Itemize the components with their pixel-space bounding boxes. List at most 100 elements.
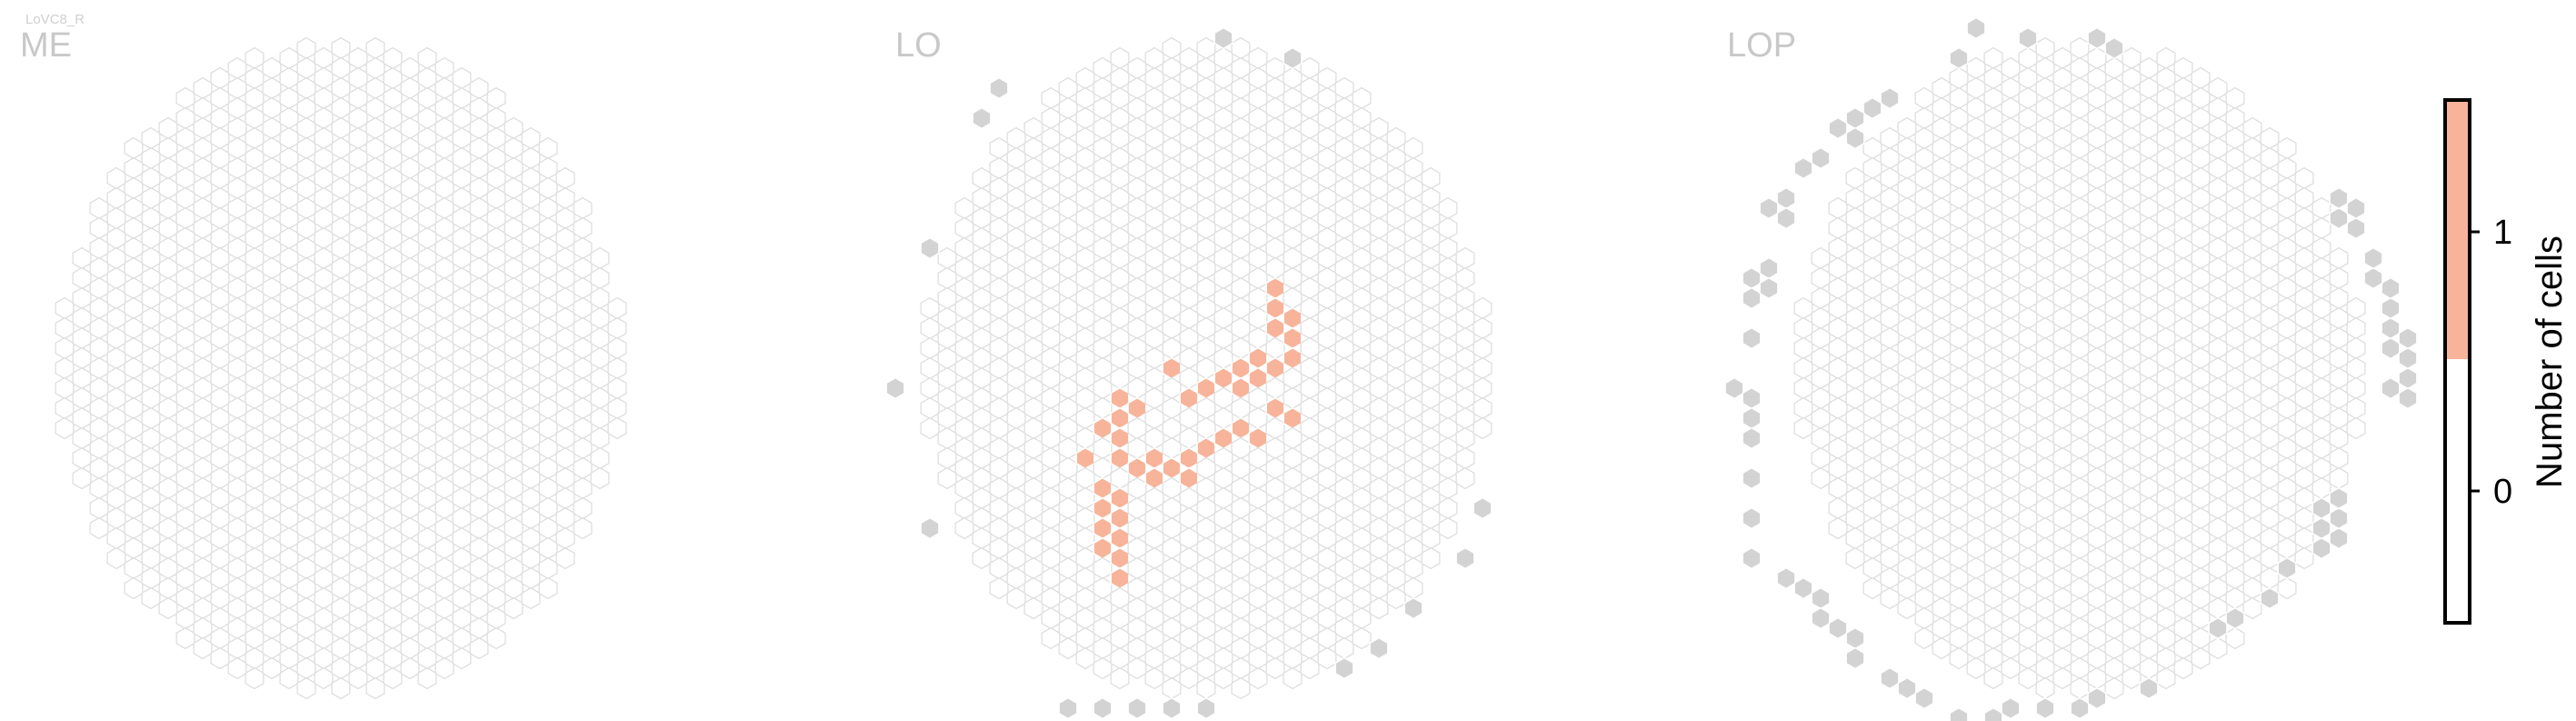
hex-cell-lop-outside [2381, 316, 2401, 340]
hex-cell-lop [2122, 466, 2142, 490]
hex-cell-me [504, 576, 524, 600]
hex-cell-me [417, 606, 437, 630]
hex-cell-me [555, 266, 575, 290]
hex-cell-lo [1369, 396, 1389, 420]
hex-cell-lo [1317, 286, 1337, 310]
hex-cell-me [469, 116, 489, 140]
hex-cell-lo [1334, 256, 1354, 280]
hex-cell-me [193, 76, 213, 100]
hex-cell-me [331, 336, 351, 360]
hex-cell-lop [2070, 416, 2090, 440]
hex-cell-lop [2260, 486, 2280, 510]
hex-cell-lop [1862, 356, 1882, 380]
hex-cell-lop [1862, 436, 1882, 460]
hex-cell-lo [1110, 266, 1130, 290]
hex-cell-lo [1023, 536, 1043, 560]
hex-cell-lop [2346, 296, 2366, 320]
hex-cell-lo [1196, 316, 1216, 340]
hex-cell-lop [2035, 136, 2055, 160]
hex-cell-lop [2001, 96, 2021, 120]
hex-cell-me [141, 326, 161, 350]
hex-cell-lop [2156, 326, 2176, 350]
hex-cell-me [383, 346, 403, 370]
hex-cell-lo [1334, 336, 1354, 360]
hex-cell-lo [989, 156, 1009, 180]
hex-cell-me [504, 476, 524, 500]
hex-cell-lop [1862, 276, 1882, 300]
hex-cell-me [193, 276, 213, 300]
hex-cell-lop [2139, 656, 2159, 680]
hex-cell-lop [2260, 306, 2280, 330]
hex-cell-lo [972, 466, 992, 490]
hex-cell-lop [1966, 456, 1986, 480]
hex-cell-lop-outside [1742, 546, 1762, 570]
hex-cell-lo [1283, 106, 1303, 130]
hex-cell-lop [1793, 396, 1813, 420]
hex-cell-me [175, 406, 195, 430]
hex-cell-lo [1403, 296, 1423, 320]
hex-cell-me [469, 516, 489, 540]
hex-cell-lo [1023, 456, 1043, 480]
hex-cell-me [296, 556, 316, 580]
hex-cell-lop [2260, 346, 2280, 370]
hex-cell-me [279, 146, 299, 170]
hex-cell-lo [1075, 186, 1095, 210]
hex-cell-me [452, 86, 472, 110]
hex-cell-lo [1144, 486, 1164, 510]
hex-cell-lo [1283, 466, 1303, 490]
hex-cell-me [296, 156, 316, 180]
hex-cell-lop [1966, 176, 1986, 200]
hex-cell-lop [2087, 66, 2107, 90]
hex-cell-lo [1110, 626, 1130, 650]
hex-cell-lo [1058, 236, 1078, 260]
hex-cell-lo [1006, 346, 1026, 370]
hex-cell-lop [1983, 426, 2003, 450]
hex-cell-lop [1897, 296, 1917, 320]
hex-cell-me [452, 226, 472, 250]
hex-cell-lo [1041, 126, 1061, 150]
hex-cell-lop [2191, 626, 2211, 650]
hex-cell-lop [1983, 126, 2003, 150]
hex-cell-me [400, 356, 420, 380]
hex-cell-lo [1041, 266, 1061, 290]
hex-cell-me [348, 446, 368, 470]
hex-cell-me [434, 276, 454, 300]
hex-cell-lop [1914, 286, 1934, 310]
hex-cell-lo [1403, 396, 1423, 420]
hex-cell-lo-count-1 [1179, 386, 1199, 410]
hex-cell-me [383, 446, 403, 470]
hex-cell-lo [1300, 196, 1320, 220]
hex-cell-lop [2139, 236, 2159, 260]
hex-cell-lop [1862, 296, 1882, 320]
hex-cell-lop [2156, 386, 2176, 410]
hex-cell-me [296, 56, 316, 80]
hex-cell-lo [1196, 136, 1216, 160]
hex-cell-lop [1914, 386, 1934, 410]
hex-cell-me [245, 286, 265, 310]
hex-cell-lop [2018, 506, 2038, 530]
hex-cell-lo [1196, 636, 1216, 660]
hex-cell-lop-outside [2329, 206, 2349, 230]
hex-cell-lo [937, 426, 957, 450]
hex-cell-lo [1196, 536, 1216, 560]
hex-cell-me [469, 636, 489, 660]
hex-cell-lop [2311, 396, 2331, 420]
hex-cell-me [365, 516, 385, 540]
hex-cell-lop [2001, 476, 2021, 500]
hex-cell-lop [1811, 446, 1831, 470]
hex-cell-lop [1880, 246, 1900, 270]
hex-cell-me [89, 456, 109, 480]
hex-cell-lo [1317, 446, 1337, 470]
hex-cell-lo [1179, 506, 1199, 530]
hex-cell-lo [1162, 36, 1182, 60]
hex-cell-lo [1265, 636, 1285, 660]
hex-cell-lop [1983, 566, 2003, 590]
hex-cell-lo [1403, 136, 1423, 160]
hex-cell-lop [2104, 116, 2124, 140]
hex-cell-lo [1352, 226, 1372, 250]
hex-cell-lop [2242, 296, 2262, 320]
hex-cell-lo [1403, 316, 1423, 340]
hex-cell-lo [937, 306, 957, 330]
hex-cell-lo [1110, 286, 1130, 310]
